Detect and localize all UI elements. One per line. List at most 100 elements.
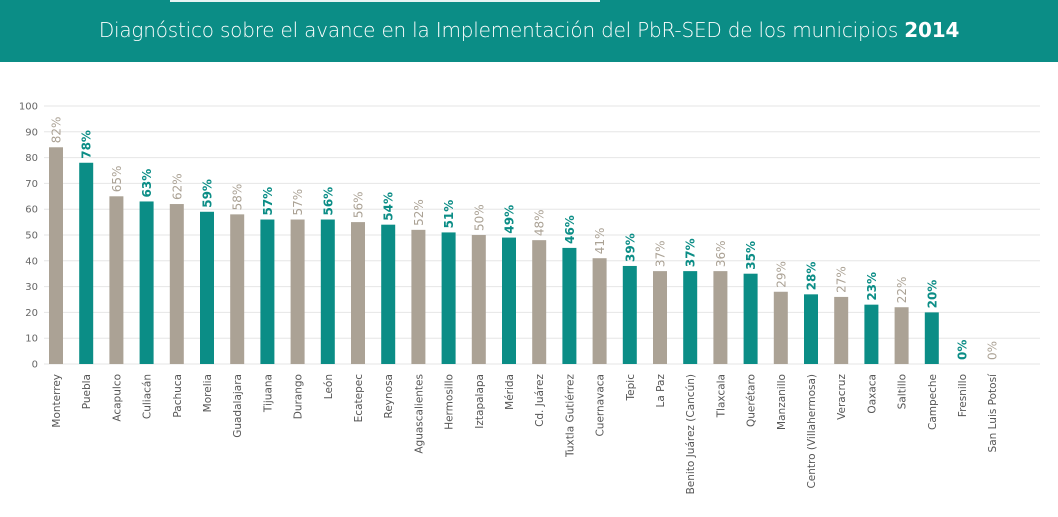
x-tick-label: Hermosillo xyxy=(444,374,456,430)
x-tick-label: Tepic xyxy=(625,374,637,402)
y-tick-label: 100 xyxy=(19,102,38,113)
data-label: 23% xyxy=(865,272,879,301)
data-label: 51% xyxy=(442,200,456,229)
x-tick-label: Culiacán xyxy=(142,374,154,419)
bar xyxy=(139,201,154,364)
y-tick-label: 20 xyxy=(25,308,38,319)
data-label: 54% xyxy=(382,192,396,221)
header-accent-line xyxy=(170,0,600,2)
data-label: 27% xyxy=(835,266,849,293)
x-tick-label: San Luis Potosí xyxy=(987,373,999,453)
x-tick-label: Iztapalapa xyxy=(474,374,486,429)
x-tick-label: Manzanillo xyxy=(776,374,788,430)
bar xyxy=(49,147,63,364)
x-tick-label: Campeche xyxy=(927,374,939,430)
y-tick-label: 10 xyxy=(25,334,38,345)
data-label: 0% xyxy=(986,341,1000,360)
x-tick-label: Tlaxcala xyxy=(715,374,727,418)
x-tick-label: Mérida xyxy=(504,374,516,410)
data-label: 48% xyxy=(533,209,547,236)
data-label: 63% xyxy=(140,169,154,198)
data-label: 82% xyxy=(50,117,64,144)
title-year: 2014 xyxy=(904,18,960,42)
x-tick-label: Aguascalientes xyxy=(413,374,425,454)
data-label: 0% xyxy=(956,340,970,360)
x-tick-label: Ecatepec xyxy=(353,374,365,423)
bar xyxy=(834,296,849,364)
data-label: 37% xyxy=(684,238,698,267)
x-tick-label: Saltillo xyxy=(897,374,909,409)
data-label: 65% xyxy=(110,166,124,193)
x-tick-label: Morelia xyxy=(202,374,214,412)
y-tick-label: 50 xyxy=(25,231,38,242)
bar xyxy=(864,304,879,364)
x-tick-label: Guadalajara xyxy=(232,374,244,438)
y-tick-label: 90 xyxy=(25,127,38,138)
x-tick-label: Acapulco xyxy=(111,374,123,422)
header-banner: Diagnóstico sobre el avance en la Implem… xyxy=(0,0,1058,62)
bar xyxy=(683,271,698,364)
x-tick-label: Tuxtla Gutiérrez xyxy=(564,374,576,458)
bar xyxy=(79,162,94,364)
data-label: 57% xyxy=(261,187,275,216)
bar xyxy=(622,265,637,364)
x-tick-label: Puebla xyxy=(81,374,93,409)
data-label: 46% xyxy=(563,215,577,244)
bar xyxy=(894,307,909,364)
bar-chart: 0 10 20 30 40 50 60 70 80 90 100 82% Monterrey 78% Pue… xyxy=(19,102,1040,494)
data-label: 52% xyxy=(412,199,426,226)
bar xyxy=(562,247,577,364)
data-label: 28% xyxy=(805,262,819,291)
x-tick-label: Pachuca xyxy=(172,374,184,418)
bar xyxy=(804,294,818,364)
bar xyxy=(260,219,275,364)
x-tick-label: Cuernavaca xyxy=(595,374,607,437)
y-tick-label: 80 xyxy=(25,153,38,164)
data-label: 35% xyxy=(744,241,758,270)
data-label: 20% xyxy=(925,280,939,309)
x-tick-label: Durango xyxy=(293,374,305,419)
x-tick-label: La Paz xyxy=(655,374,667,408)
data-label: 37% xyxy=(654,240,668,267)
y-tick-label: 70 xyxy=(25,179,38,190)
bar xyxy=(320,219,335,364)
bar xyxy=(924,312,939,364)
data-label: 56% xyxy=(321,187,335,216)
y-tick-label: 30 xyxy=(25,282,38,293)
data-label: 36% xyxy=(714,240,728,267)
x-tick-label: Tijuana xyxy=(262,374,274,413)
bar xyxy=(169,204,184,364)
data-label: 56% xyxy=(352,191,366,218)
title-text: Diagnóstico sobre el avance en la Implem… xyxy=(98,18,899,42)
bar xyxy=(411,229,426,364)
y-tick-label: 40 xyxy=(25,256,38,267)
y-tick-label: 0 xyxy=(32,360,38,371)
bar xyxy=(653,271,667,364)
bar xyxy=(502,237,516,364)
x-tick-label: León xyxy=(323,374,335,399)
bar xyxy=(471,235,486,364)
x-tick-label: Querétaro xyxy=(746,374,758,427)
data-label: 22% xyxy=(895,277,909,304)
bar xyxy=(592,258,607,364)
bar xyxy=(200,211,214,364)
x-tick-label: Monterrey xyxy=(51,374,63,428)
data-label: 50% xyxy=(472,204,486,231)
data-label: 62% xyxy=(170,173,184,200)
bar xyxy=(351,222,365,364)
x-tick-label: Veracruz xyxy=(836,374,848,420)
bar xyxy=(773,291,788,364)
data-label: 29% xyxy=(774,261,788,288)
bar xyxy=(381,224,396,364)
y-tick-label: 60 xyxy=(25,205,38,216)
bar xyxy=(441,232,456,364)
data-label: 78% xyxy=(80,130,94,159)
bar xyxy=(743,273,758,364)
x-tick-label: Centro (Villahermosa) xyxy=(806,374,818,489)
data-label: 57% xyxy=(291,189,305,216)
x-tick-label: Reynosa xyxy=(383,374,395,418)
data-label: 41% xyxy=(593,228,607,255)
bar xyxy=(290,219,305,364)
data-label: 58% xyxy=(231,184,245,211)
chart-title: Diagnóstico sobre el avance en la Implem… xyxy=(0,18,1058,42)
